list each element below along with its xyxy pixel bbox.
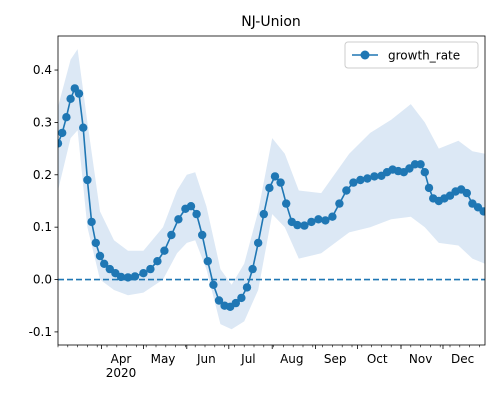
data-point [321,216,330,225]
data-point [74,89,84,98]
data-point [265,183,274,193]
data-point [300,221,309,230]
data-point [335,199,344,208]
data-point [242,283,252,292]
x-tick-label: Jun [196,352,216,366]
x-tick-label: Jul [240,352,255,366]
data-point [123,273,133,282]
data-point [231,298,240,308]
data-point [416,160,425,169]
y-tick-label: -0.1 [29,325,52,339]
data-point [254,238,263,248]
legend-box [344,41,479,69]
data-point [342,186,351,195]
x-tick-label: May [151,352,176,366]
data-point [174,215,183,224]
data-point [186,202,196,211]
data-point [356,175,365,185]
x-tick-label: Aug [280,352,303,366]
x-tick-label: Apr [111,352,132,366]
data-point [237,293,246,303]
data-point [479,207,485,216]
legend: growth_rate [344,41,479,69]
data-point [248,264,257,274]
data-point [214,296,224,305]
legend-label-growth-rate: growth_rate [388,49,460,63]
data-point [209,280,218,289]
y-tick-label: 0.3 [33,115,52,129]
data-point [293,220,302,230]
data-point [259,209,268,219]
legend-marker-swatch [360,50,370,60]
chart-title: NJ-Union [241,14,301,30]
data-point [139,269,148,278]
data-point [282,199,291,208]
y-tick-label: 0.4 [33,63,52,77]
data-point [276,178,285,187]
x-tick-label: Nov [409,352,432,366]
data-point [130,272,140,281]
data-point [370,172,379,181]
data-point [363,174,372,183]
axes: -0.1 0.0 0.1 0.2 0.3 0.4 Apr May Jun Jul Aug Sep Oct… [29,35,486,380]
data-point [146,264,155,274]
axes-frame [57,35,486,346]
data-point [116,272,126,282]
data-point [314,215,323,224]
plot-area [58,49,485,330]
x-tick-label: Sep [324,352,347,366]
data-point [424,183,434,193]
data-point [307,217,316,227]
data-point [58,139,63,148]
data-point [203,257,212,266]
x-tick-label: Oct [367,352,388,366]
data-point [83,175,92,185]
data-point [62,113,71,122]
y-tick-label: 0.0 [33,273,52,287]
y-tick-label: 0.2 [33,168,52,182]
data-point [462,188,471,198]
data-point [100,259,109,268]
x-year-label: 2020 [106,366,137,380]
data-point [153,257,162,266]
data-point [79,123,88,132]
data-point [192,209,201,219]
data-point [91,238,101,248]
data-point [95,251,105,261]
y-tick-label: 0.1 [33,220,52,234]
data-point [58,128,67,138]
data-point [270,172,280,181]
data-point [328,212,337,221]
data-point [349,178,358,187]
data-point [167,230,176,240]
data-point [420,168,429,177]
data-point [87,217,96,227]
x-tick-label: Dec [451,352,474,366]
plot-content [58,49,485,330]
data-point [198,230,207,240]
data-point [66,94,75,104]
data-point [160,246,169,255]
